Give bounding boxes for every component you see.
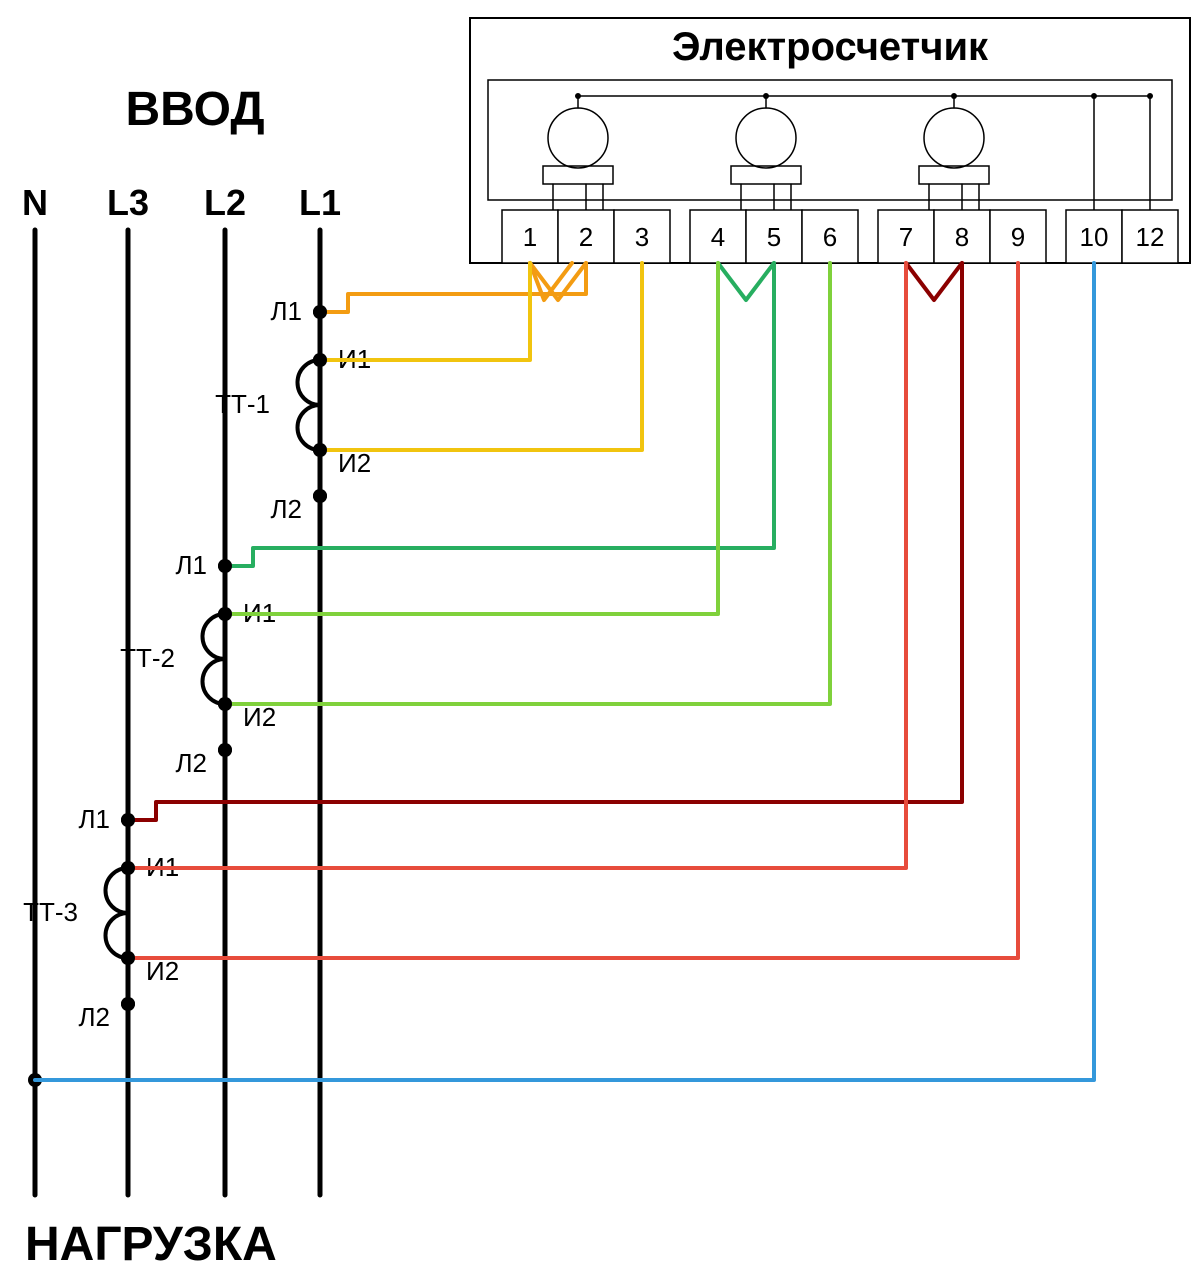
wire-TT2-I2 [225,263,830,704]
label-load: НАГРУЗКА [25,1218,277,1271]
label-input: ВВОД [125,83,264,136]
: Л2 [78,1002,110,1032]
 [763,93,769,99]
jumper-4-5-v [718,263,774,300]
label-L1: L1 [299,182,341,223]
 [313,443,327,457]
 [121,951,135,965]
terminal-label-1: 1 [523,222,537,252]
terminal-label-9: 9 [1011,222,1025,252]
 [203,614,226,659]
: И2 [338,448,371,478]
 [106,913,129,958]
: Л1 [270,296,302,326]
jumper-7-8-v [906,263,962,300]
: Л1 [78,804,110,834]
: Л2 [270,494,302,524]
terminal-label-4: 4 [711,222,725,252]
terminal-label-6: 6 [823,222,837,252]
 [218,697,232,711]
terminal-label-8: 8 [955,222,969,252]
terminal-label-7: 7 [899,222,913,252]
 [313,489,327,503]
 [218,743,232,757]
label-L3: L3 [107,182,149,223]
label-meter-title: Электросчетчик [672,25,989,69]
 [121,813,135,827]
 [298,360,321,405]
wire-L3-voltage [128,263,962,820]
terminal-label-5: 5 [767,222,781,252]
label-N: N [22,182,48,223]
label-ТТ-3: ТТ-3 [23,897,78,927]
 [575,93,581,99]
label-ТТ-2: ТТ-2 [120,643,175,673]
: И2 [146,956,179,986]
terminal-label-12: 12 [1136,222,1165,252]
 [313,353,327,367]
 [218,607,232,621]
 [106,868,129,913]
: Л2 [175,748,207,778]
label-L2: L2 [204,182,246,223]
label-ТТ-1: ТТ-1 [215,389,270,419]
terminal-label-10: 10 [1080,222,1109,252]
: Л1 [175,550,207,580]
 [218,559,232,573]
terminal-label-3: 3 [635,222,649,252]
: И2 [243,702,276,732]
terminal-label-2: 2 [579,222,593,252]
 [298,405,321,450]
 [203,659,226,704]
 [951,93,957,99]
 [121,997,135,1011]
 [313,305,327,319]
wire-L2-voltage [225,263,774,566]
 [121,861,135,875]
